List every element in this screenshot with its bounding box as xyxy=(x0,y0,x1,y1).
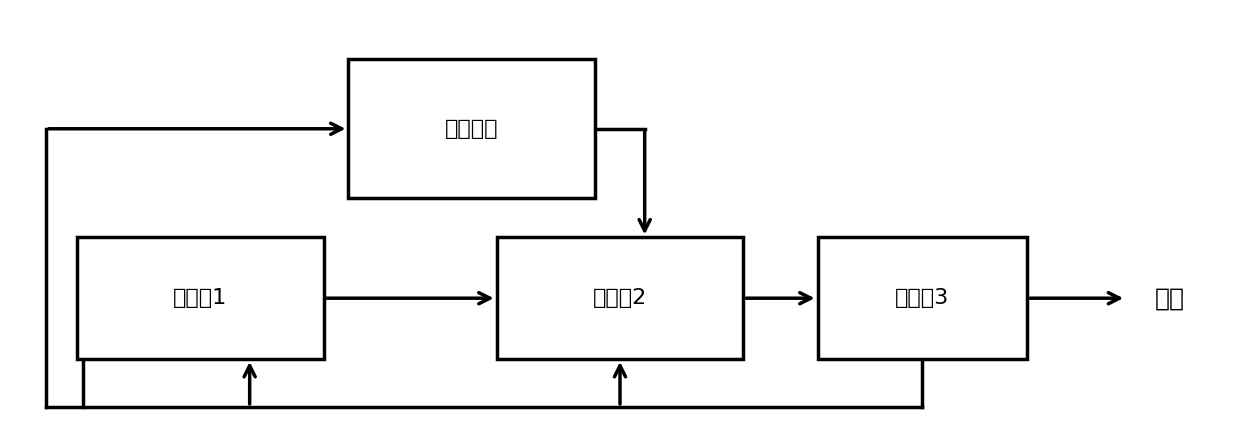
Text: 结晶器2: 结晶器2 xyxy=(593,288,647,308)
Text: 成品: 成品 xyxy=(1154,286,1184,310)
Bar xyxy=(348,59,595,198)
Text: 结晶器3: 结晶器3 xyxy=(895,288,950,308)
Text: 合成工段: 合成工段 xyxy=(445,119,498,139)
Bar xyxy=(496,237,744,359)
Text: 结晶器1: 结晶器1 xyxy=(174,288,227,308)
Bar xyxy=(77,237,324,359)
Bar xyxy=(817,237,1028,359)
